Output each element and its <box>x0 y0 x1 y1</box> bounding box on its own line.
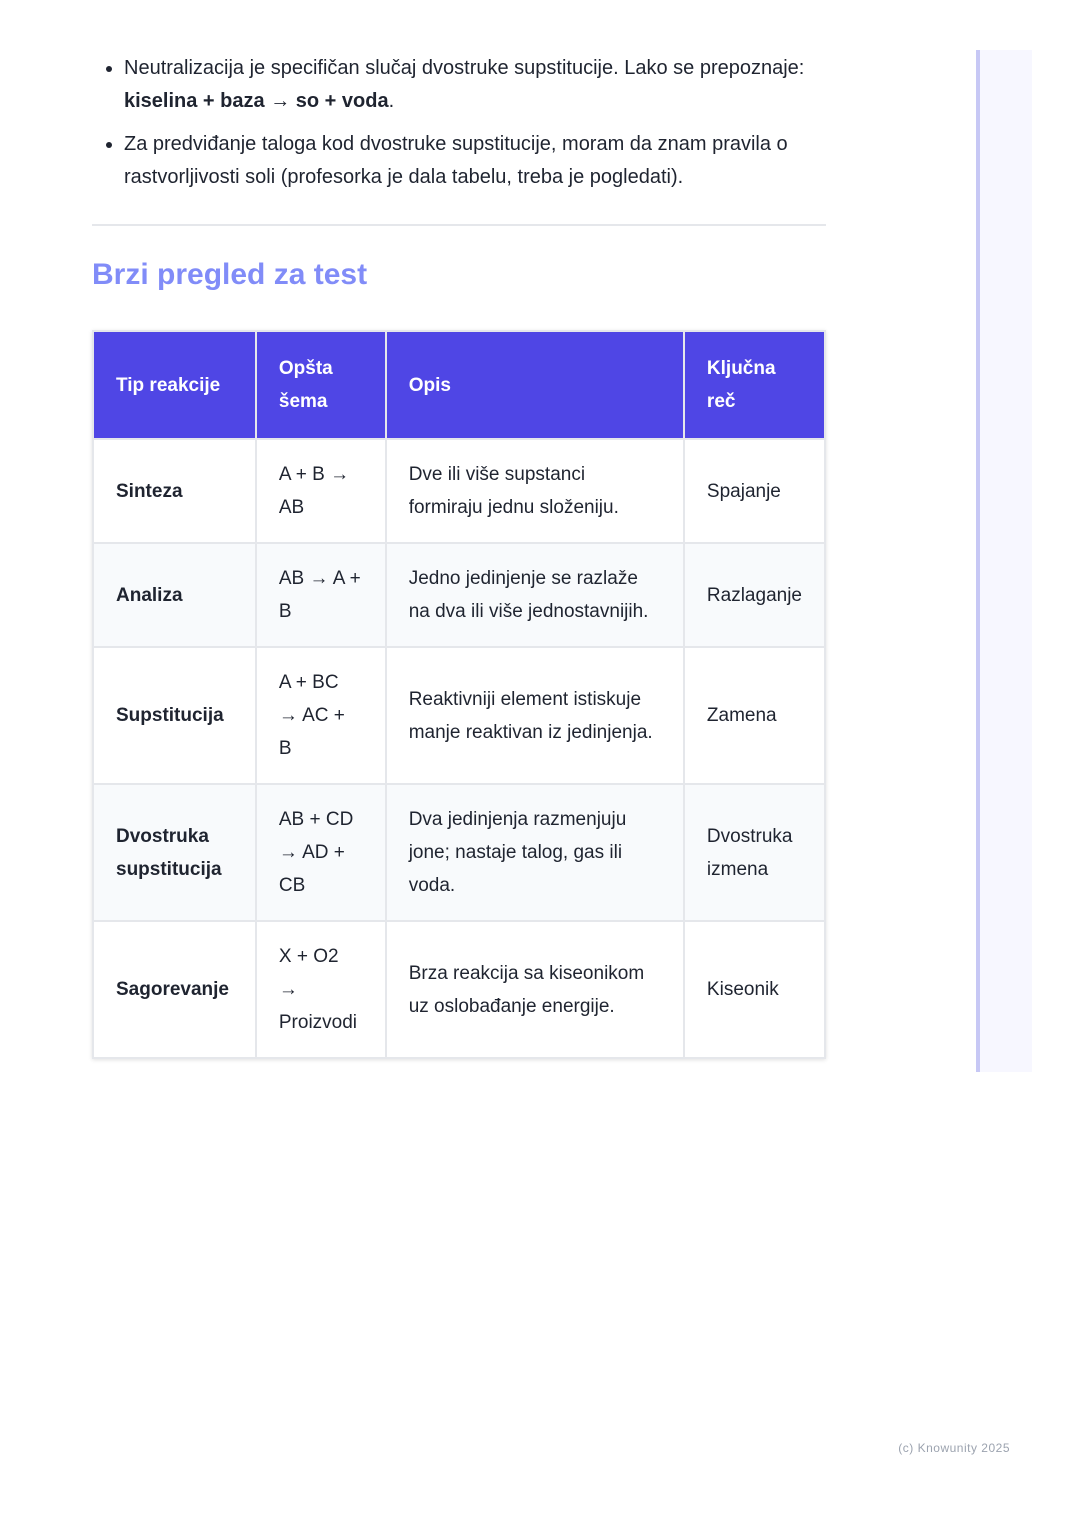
list-item: Za predviđanje taloga kod dvostruke sups… <box>124 128 864 194</box>
table-cell: Dvostruka izmena <box>682 783 827 922</box>
divider <box>92 224 826 226</box>
table-cell: Kiseonik <box>682 920 827 1059</box>
bullet-text: Za predviđanje taloga kod dvostruke sups… <box>124 133 788 188</box>
table-cell: A + BC → AC + B <box>254 646 387 785</box>
table-cell: Reaktivniji element istiskuje manje reak… <box>384 646 685 785</box>
table-cell: AB + CD → AD + CB <box>254 783 387 922</box>
table-cell: Spajanje <box>682 438 827 544</box>
sidebar-panel <box>976 50 1032 1072</box>
table-cell: Supstitucija <box>92 646 257 785</box>
table-cell: Jedno jedinjenje se razlaže na dva ili v… <box>384 542 685 648</box>
table-cell: Razlaganje <box>682 542 827 648</box>
header-cell: Ključna reč <box>682 330 827 440</box>
table-row: Supstitucija A + BC → AC + B Reaktivniji e… <box>92 646 827 785</box>
table-cell: Sagorevanje <box>92 920 257 1059</box>
reaction-table: Tip reakcije Opšta šema Opis Ključna reč… <box>92 330 827 1059</box>
bullet-text: Neutralizacija je specifičan slučaj dvos… <box>124 57 805 79</box>
table-cell: Dvostruka supstitucija <box>92 783 257 922</box>
table-cell: X + O2 → Proizvodi <box>254 920 387 1059</box>
header-cell: Tip reakcije <box>92 330 257 440</box>
table-cell: Brza reakcija sa kiseonikom uz oslobađan… <box>384 920 685 1059</box>
table-cell: A + B → AB <box>254 438 387 544</box>
table-header-row: Tip reakcije Opšta šema Opis Ključna reč <box>92 330 827 440</box>
bullet-end: . <box>388 90 395 112</box>
table-cell: Zamena <box>682 646 827 785</box>
footer-copyright: (c) Knowunity 2025 <box>898 1441 1010 1455</box>
section-heading: Brzi pregled za test <box>92 258 368 291</box>
table-cell: Dve ili više supstanci formiraju jednu s… <box>384 438 685 544</box>
header-cell: Opis <box>384 330 685 440</box>
notes-list: Neutralizacija je specifičan slučaj dvos… <box>92 52 864 204</box>
table-cell: Analiza <box>92 542 257 648</box>
bullet-bold: kiselina + baza → so + voda <box>124 90 389 112</box>
table-row: Sinteza A + B → AB Dve ili više supstanci … <box>92 438 827 544</box>
table-row: Analiza AB → A + B Jedno jedinjenje se raz… <box>92 542 827 648</box>
table-row: Sagorevanje X + O2 → Proizvodi Brza reakci… <box>92 920 827 1059</box>
header-cell: Opšta šema <box>254 330 387 440</box>
list-item: Neutralizacija je specifičan slučaj dvos… <box>124 52 864 118</box>
table-cell: Sinteza <box>92 438 257 544</box>
table-cell: AB → A + B <box>254 542 387 648</box>
table-cell: Dva jedinjenja razmenjuju jone; nastaje … <box>384 783 685 922</box>
table-row: Dvostruka supstitucija AB + CD → AD + CB D… <box>92 783 827 922</box>
